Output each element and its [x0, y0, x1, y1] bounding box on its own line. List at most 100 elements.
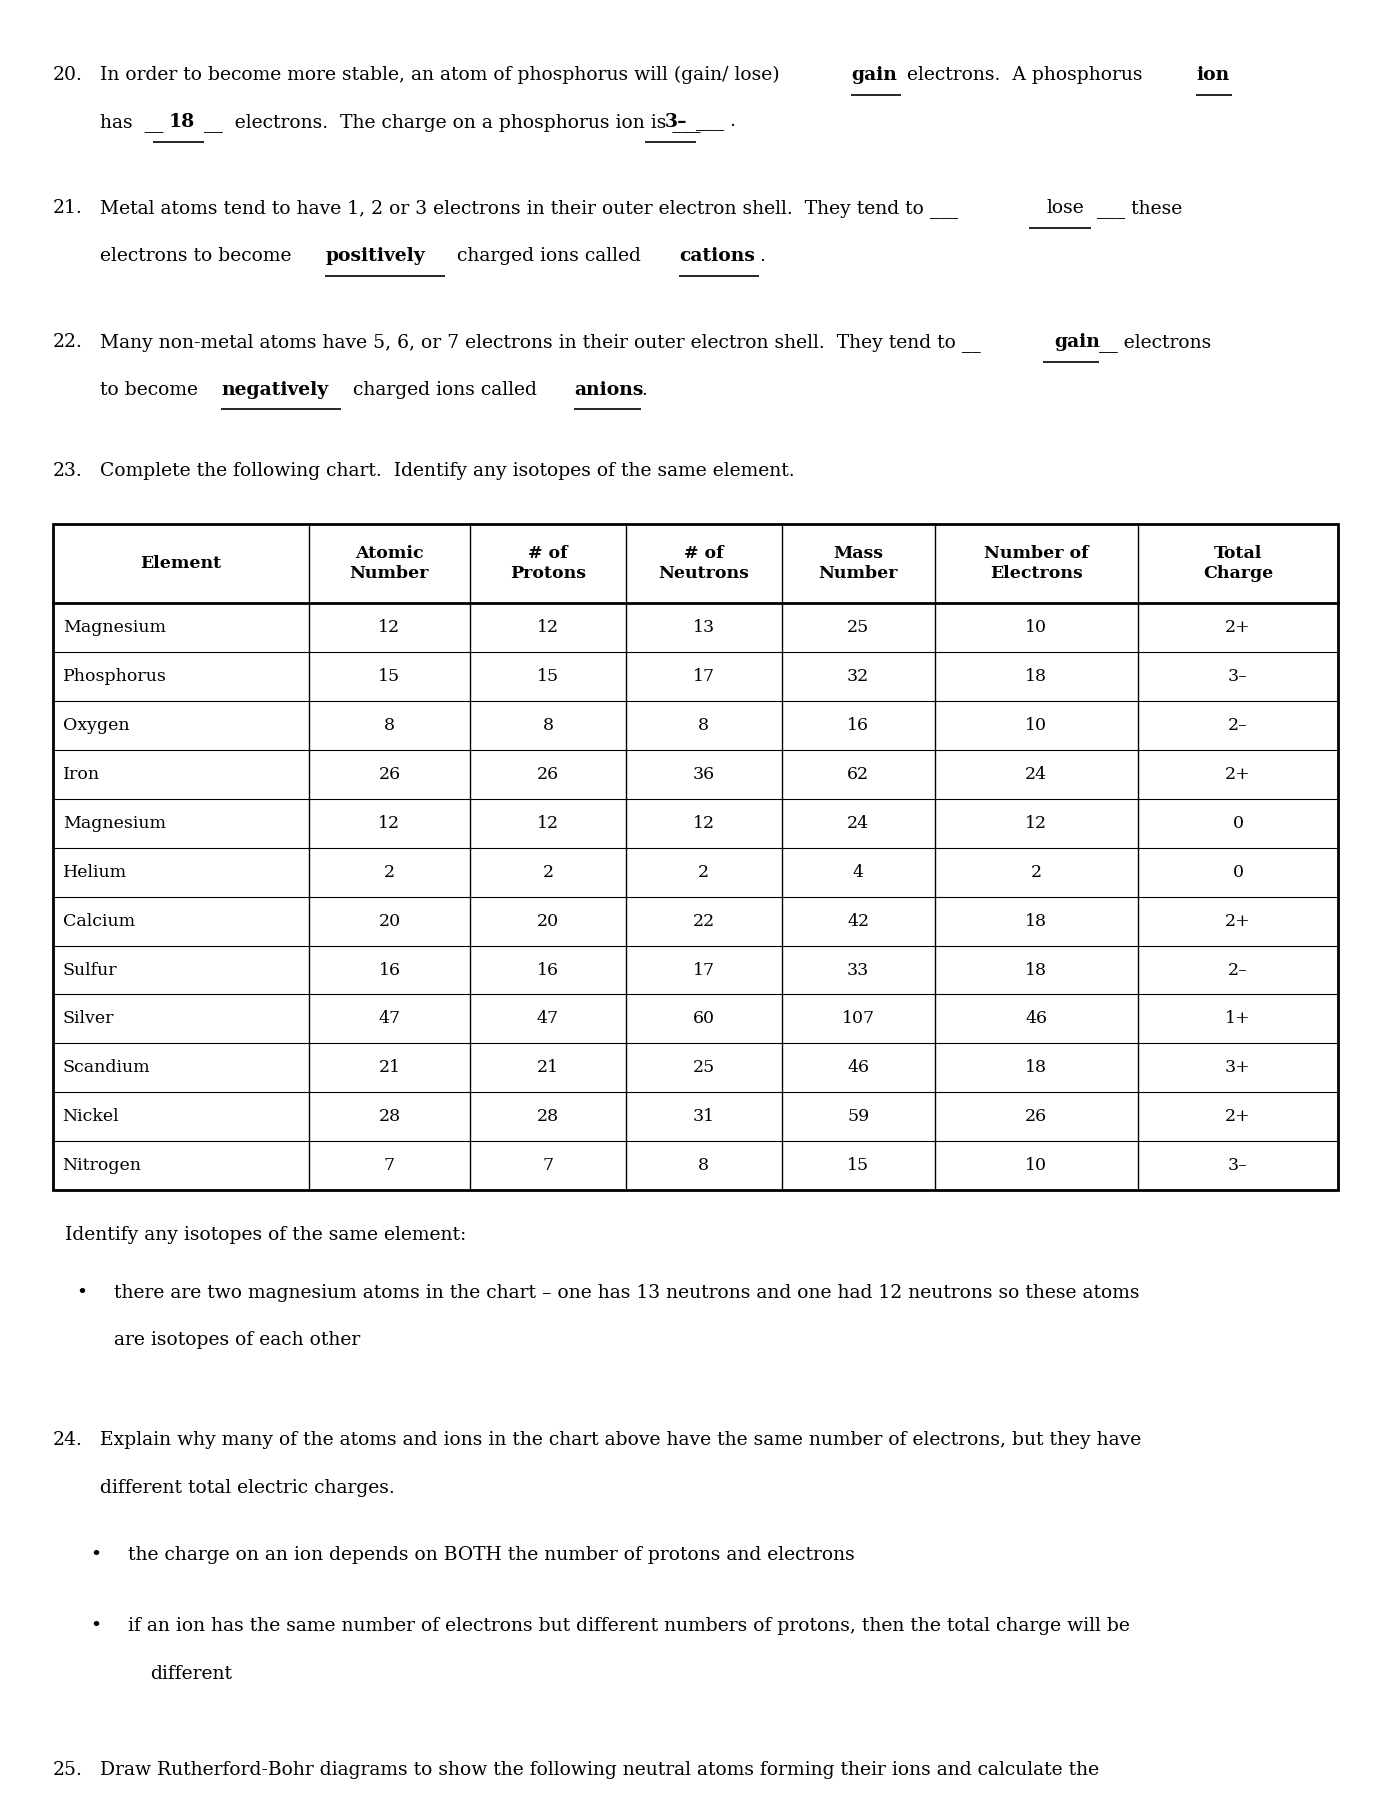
Text: 25: 25 — [693, 1060, 715, 1076]
Text: Complete the following chart.  Identify any isotopes of the same element.: Complete the following chart. Identify a… — [100, 461, 794, 479]
Text: anions: anions — [574, 380, 644, 398]
Text: 32: 32 — [847, 668, 869, 684]
Text: there are two magnesium atoms in the chart – one has 13 neutrons and one had 12 : there are two magnesium atoms in the cha… — [114, 1283, 1139, 1301]
Text: Total
Charge: Total Charge — [1203, 545, 1273, 581]
Text: 8: 8 — [542, 716, 554, 734]
Text: Iron: Iron — [63, 765, 100, 783]
Text: 24: 24 — [847, 815, 869, 832]
Text: Scandium: Scandium — [63, 1060, 150, 1076]
Text: 8: 8 — [698, 716, 709, 734]
Text: 2+: 2+ — [1225, 619, 1251, 635]
Text: 46: 46 — [847, 1060, 869, 1076]
Text: 15: 15 — [537, 668, 559, 684]
Text: ion: ion — [1196, 65, 1230, 83]
Text: 20: 20 — [537, 913, 559, 929]
Text: 25: 25 — [847, 619, 869, 635]
Text: the charge on an ion depends on BOTH the number of protons and electrons: the charge on an ion depends on BOTH the… — [128, 1546, 854, 1564]
Text: Element: Element — [140, 554, 221, 572]
Text: if an ion has the same number of electrons but different numbers of protons, the: if an ion has the same number of electro… — [128, 1618, 1129, 1636]
Text: ___ .: ___ . — [696, 113, 736, 131]
Text: negatively: negatively — [221, 380, 328, 398]
Text: 2–: 2– — [1228, 961, 1248, 979]
Text: 10: 10 — [1025, 716, 1047, 734]
Text: 20.: 20. — [53, 65, 82, 83]
Text: cations: cations — [679, 247, 755, 265]
Text: ___ these: ___ these — [1091, 200, 1182, 218]
Text: 59: 59 — [847, 1109, 869, 1125]
Text: 24.: 24. — [53, 1431, 82, 1449]
Text: 0: 0 — [1232, 815, 1244, 832]
Text: 10: 10 — [1025, 1157, 1047, 1174]
Text: # of
Neutrons: # of Neutrons — [658, 545, 750, 581]
Text: Magnesium: Magnesium — [63, 815, 166, 832]
Text: Number of
Electrons: Number of Electrons — [983, 545, 1089, 581]
Text: 26: 26 — [378, 765, 401, 783]
Text: 12: 12 — [1025, 815, 1047, 832]
Text: •: • — [90, 1618, 102, 1636]
Text: 16: 16 — [537, 961, 559, 979]
Text: 2–: 2– — [1228, 716, 1248, 734]
Text: Atomic
Number: Atomic Number — [349, 545, 430, 581]
Text: .: . — [759, 247, 765, 265]
Text: gain: gain — [851, 65, 897, 83]
Text: 3–: 3– — [1228, 668, 1248, 684]
Text: 26: 26 — [537, 765, 559, 783]
Text: 31: 31 — [693, 1109, 715, 1125]
Text: 28: 28 — [537, 1109, 559, 1125]
Text: 28: 28 — [378, 1109, 401, 1125]
Text: 25.: 25. — [53, 1760, 82, 1778]
Text: 47: 47 — [378, 1010, 401, 1028]
Text: __  electrons.  The charge on a phosphorus ion is ___: __ electrons. The charge on a phosphorus… — [204, 113, 701, 133]
Text: 12: 12 — [378, 619, 401, 635]
Text: Helium: Helium — [63, 864, 127, 880]
Text: 60: 60 — [693, 1010, 715, 1028]
Text: 0: 0 — [1232, 864, 1244, 880]
Text: •: • — [90, 1546, 102, 1564]
Text: 7: 7 — [542, 1157, 554, 1174]
Text: 21: 21 — [537, 1060, 559, 1076]
Text: Identify any isotopes of the same element:: Identify any isotopes of the same elemen… — [65, 1226, 466, 1244]
Text: 23.: 23. — [53, 461, 82, 479]
Text: 2: 2 — [384, 864, 395, 880]
Text: Oxygen: Oxygen — [63, 716, 129, 734]
Text: 8: 8 — [384, 716, 395, 734]
Text: 2+: 2+ — [1225, 1109, 1251, 1125]
Text: to become: to become — [100, 380, 210, 398]
Text: Metal atoms tend to have 1, 2 or 3 electrons in their outer electron shell.  The: Metal atoms tend to have 1, 2 or 3 elect… — [100, 200, 964, 218]
Text: 2: 2 — [698, 864, 709, 880]
Text: 13: 13 — [693, 619, 715, 635]
Text: 3+: 3+ — [1225, 1060, 1251, 1076]
Text: 8: 8 — [698, 1157, 709, 1174]
Text: 12: 12 — [537, 815, 559, 832]
Text: 17: 17 — [693, 961, 715, 979]
Text: charged ions called: charged ions called — [341, 380, 542, 398]
Text: # of
Protons: # of Protons — [510, 545, 586, 581]
Text: 15: 15 — [378, 668, 401, 684]
Text: Nickel: Nickel — [63, 1109, 120, 1125]
Text: are isotopes of each other: are isotopes of each other — [114, 1332, 360, 1350]
Text: 33: 33 — [847, 961, 869, 979]
Text: Silver: Silver — [63, 1010, 114, 1028]
Text: 22.: 22. — [53, 333, 82, 351]
Text: different: different — [150, 1665, 232, 1683]
Text: 21.: 21. — [53, 200, 82, 218]
Text: 4: 4 — [853, 864, 864, 880]
Text: 36: 36 — [693, 765, 715, 783]
Text: different total electric charges.: different total electric charges. — [100, 1480, 395, 1498]
Text: lose: lose — [1046, 200, 1084, 218]
Text: 18: 18 — [1025, 913, 1047, 929]
Text: 21: 21 — [378, 1060, 401, 1076]
Text: Mass
Number: Mass Number — [818, 545, 899, 581]
Text: 2: 2 — [1031, 864, 1042, 880]
Text: 3–: 3– — [665, 113, 687, 131]
Text: 12: 12 — [693, 815, 715, 832]
Text: 47: 47 — [537, 1010, 559, 1028]
Text: electrons.  A phosphorus: electrons. A phosphorus — [901, 65, 1149, 83]
Text: In order to become more stable, an atom of phosphorus will (gain/ lose): In order to become more stable, an atom … — [100, 65, 786, 85]
Bar — [53, 524, 1338, 1190]
Text: 2: 2 — [542, 864, 554, 880]
Text: 22: 22 — [693, 913, 715, 929]
Text: 7: 7 — [384, 1157, 395, 1174]
Text: Explain why many of the atoms and ions in the chart above have the same number o: Explain why many of the atoms and ions i… — [100, 1431, 1142, 1449]
Text: 16: 16 — [378, 961, 401, 979]
